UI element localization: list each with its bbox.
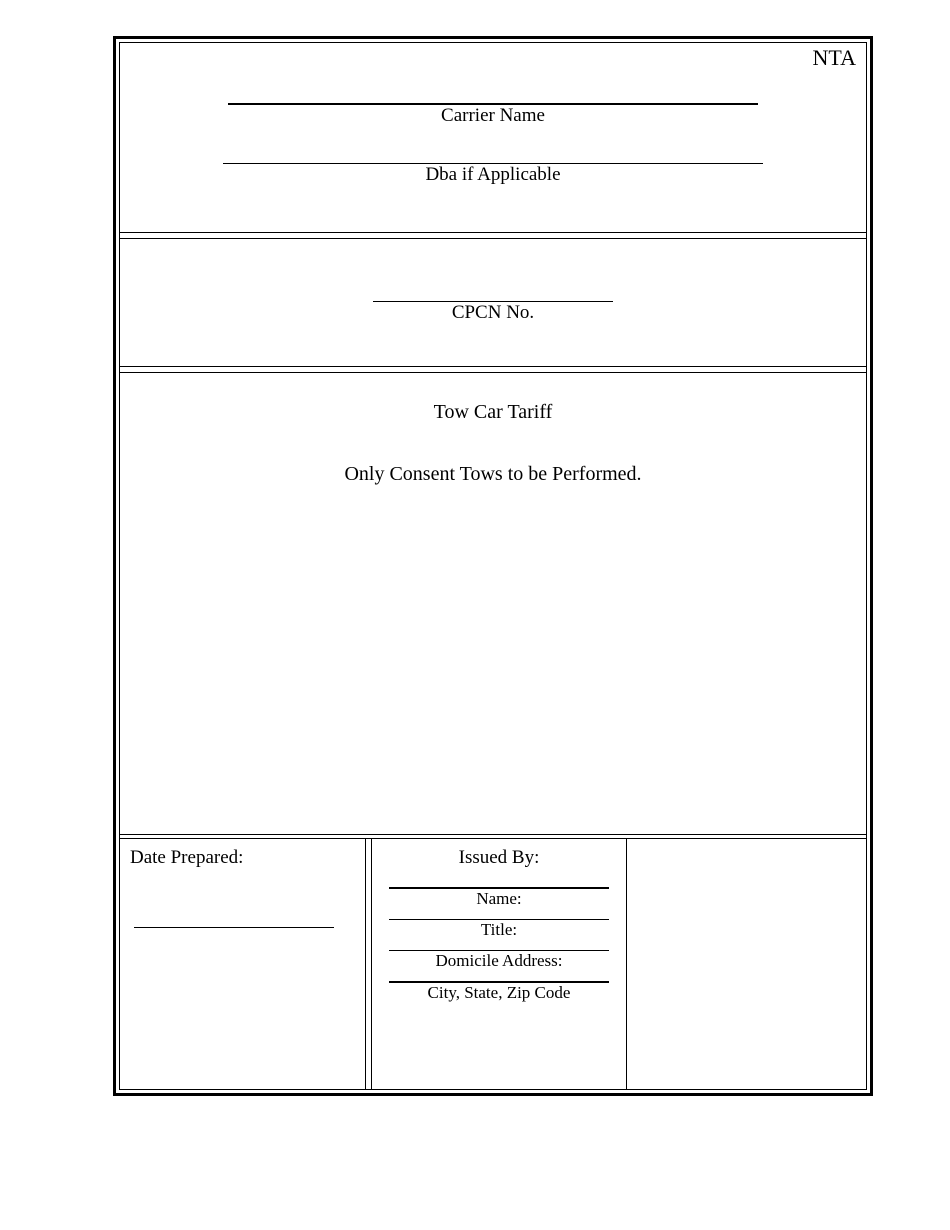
page: NTA Carrier Name Dba if Applicable CPCN …: [0, 0, 950, 1230]
inner-frame: NTA Carrier Name Dba if Applicable CPCN …: [119, 42, 867, 1090]
footer-col-issued: Issued By: Name: Title: Domicile Address…: [372, 839, 627, 1089]
address-block: Domicile Address:: [380, 950, 618, 971]
title-caption: Title:: [380, 920, 618, 940]
footer-col-blank: [627, 839, 866, 1089]
address-caption: Domicile Address:: [380, 951, 618, 971]
footer-col-date: Date Prepared:: [120, 839, 366, 1089]
title-block: Title:: [380, 919, 618, 940]
carrier-name-block: Carrier Name: [120, 103, 866, 127]
cpcn-caption: CPCN No.: [120, 302, 866, 324]
section-cpcn: CPCN No.: [120, 239, 866, 367]
name-caption: Name:: [380, 889, 618, 909]
outer-frame: NTA Carrier Name Dba if Applicable CPCN …: [113, 36, 873, 1096]
body-title: Tow Car Tariff: [120, 401, 866, 424]
date-prepared-line[interactable]: [134, 927, 334, 928]
body-subtitle: Only Consent Tows to be Performed.: [120, 463, 866, 486]
csz-caption: City, State, Zip Code: [380, 983, 618, 1003]
section-body: Tow Car Tariff Only Consent Tows to be P…: [120, 373, 866, 835]
corner-label: NTA: [813, 45, 856, 71]
name-block: Name:: [380, 887, 618, 909]
csz-block: City, State, Zip Code: [380, 981, 618, 1003]
dba-caption: Dba if Applicable: [120, 164, 866, 186]
issued-by-label: Issued By:: [380, 847, 618, 869]
section-footer: Date Prepared: Issued By: Name: Title:: [120, 839, 866, 1089]
cpcn-block: CPCN No.: [120, 301, 866, 324]
carrier-name-caption: Carrier Name: [120, 105, 866, 127]
section-carrier: NTA Carrier Name Dba if Applicable: [120, 43, 866, 233]
dba-block: Dba if Applicable: [120, 163, 866, 186]
date-prepared-label: Date Prepared:: [130, 847, 355, 869]
